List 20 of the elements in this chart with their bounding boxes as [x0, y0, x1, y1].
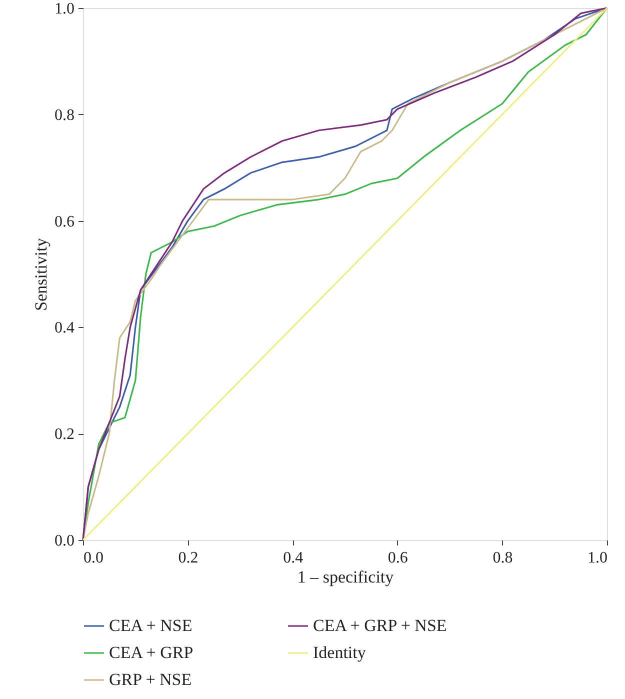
y-tick-label: 0.6 — [54, 213, 74, 230]
x-tick-label: 0.0 — [84, 550, 104, 566]
x-tick-label: 0.2 — [178, 550, 198, 566]
legend-label: GRP + NSE — [109, 670, 192, 689]
y-tick-label: 0.4 — [54, 320, 74, 337]
x-tick-label: 0.4 — [283, 550, 304, 566]
x-tick-label: 1.0 — [588, 550, 608, 566]
y-tick-label: 1.0 — [54, 0, 74, 18]
x-tick-label: 0.8 — [492, 550, 513, 566]
legend-label: CEA + NSE — [109, 616, 192, 635]
line-series — [82, 7, 608, 541]
legend-label: CEA + GRP + NSE — [313, 616, 447, 635]
y-tick-label: 0.8 — [54, 106, 74, 124]
legend-label: Identity — [313, 643, 366, 662]
y-tick-label: 0.2 — [54, 426, 74, 444]
x-axis-title: 1 – specificity — [297, 568, 394, 586]
y-tick-label: 0.0 — [54, 532, 74, 550]
x-tick-label: 0.6 — [388, 550, 408, 566]
y-axis-title: Sensitivity — [32, 238, 50, 311]
legend-label: CEA + GRP — [109, 643, 194, 662]
